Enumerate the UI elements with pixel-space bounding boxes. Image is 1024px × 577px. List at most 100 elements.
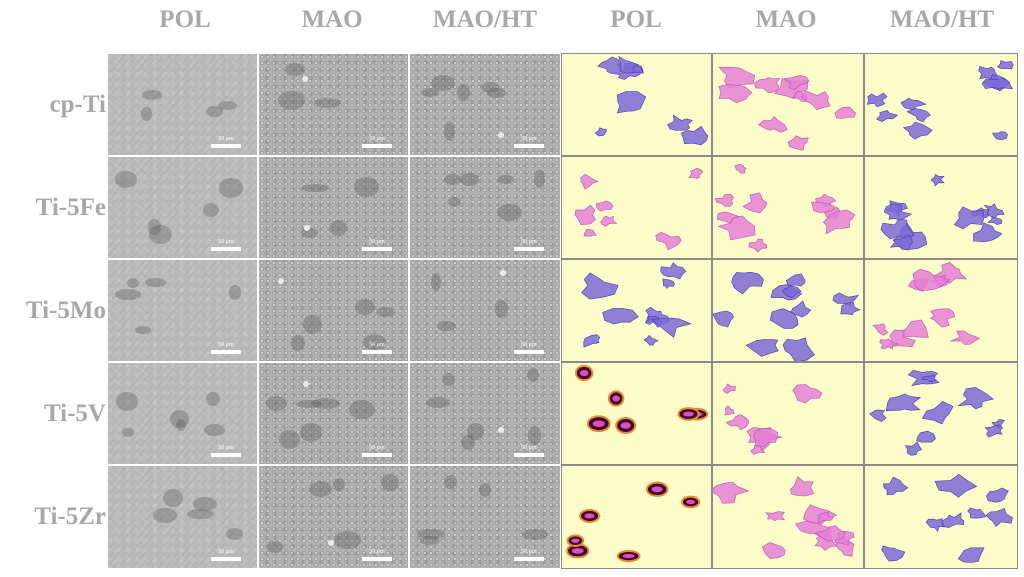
scale-bar-label: 50 μm: [218, 549, 234, 555]
stained-cell: [967, 507, 987, 519]
panel-ti-5mo-col5: [712, 259, 864, 362]
stained-cell: [742, 192, 768, 214]
scale-bar: [362, 453, 392, 457]
stained-cell: [921, 400, 954, 425]
stained-cell: [765, 511, 785, 522]
scale-bar: [514, 350, 544, 354]
stained-cell: [580, 173, 599, 190]
cell-shadow: [443, 121, 456, 141]
stained-cell: [731, 271, 764, 295]
stained-cell: [716, 211, 740, 224]
cell-shadow: [301, 184, 329, 193]
stained-cell: [713, 310, 734, 328]
stained-cell: [748, 238, 768, 253]
cell-shadow: [296, 399, 323, 408]
stained-cell: [745, 339, 779, 357]
stained-cell: [985, 507, 1013, 527]
scale-bar-label: 50 μm: [369, 136, 385, 142]
stained-cell: [650, 317, 692, 338]
stained-cell: [583, 228, 597, 237]
stained-cell: [785, 273, 806, 287]
stained-cell: [881, 545, 906, 562]
stained-cell: [957, 547, 985, 563]
scale-bar: [514, 557, 544, 561]
cell-shadow: [333, 531, 361, 550]
stained-cell: [595, 200, 614, 212]
cell-shadow: [443, 474, 458, 489]
scale-bar-label: 50 μm: [369, 239, 385, 245]
stained-cell: [713, 481, 750, 504]
column-header-2: MAO: [301, 6, 363, 33]
column-header-6: MAO/HT: [889, 6, 995, 33]
cell-shadow: [355, 298, 376, 316]
stained-cell: [787, 135, 809, 151]
cell-shadow: [303, 314, 322, 335]
stained-cell: [594, 127, 607, 137]
cell-shadow: [175, 418, 187, 432]
stained-cell: [902, 319, 929, 338]
stained-cell: [912, 268, 951, 291]
panel-ti-5v-col1: 50 μm: [108, 363, 257, 464]
cell-stain-overlay: [581, 262, 692, 348]
stained-cell: [718, 83, 753, 104]
cell-shadow: [153, 508, 178, 523]
cell-shadow: [170, 409, 190, 429]
stained-cell: [981, 78, 1013, 90]
cell-shadow: [381, 473, 399, 492]
scale-bar-label: 50 μm: [369, 445, 385, 451]
scale-bar-label: 50 μm: [521, 445, 537, 451]
cell-stain-overlay: [872, 262, 980, 350]
panel-ti-5mo-col2: 50 μm: [259, 260, 408, 361]
stained-cell: [925, 518, 945, 532]
cell-shadow: [354, 176, 380, 197]
cell-shadow: [308, 480, 333, 497]
cell-shadow: [205, 105, 224, 118]
stained-cell: [900, 97, 927, 111]
cell-shadow: [487, 87, 506, 99]
cell-shadow: [527, 368, 540, 383]
stained-cell: [754, 77, 781, 94]
stained-cell: [757, 115, 788, 133]
stained-cell: [722, 383, 737, 394]
cell-stain-overlay: [574, 364, 709, 435]
cell-shadow: [186, 508, 214, 520]
stained-cell: [992, 131, 1008, 141]
panel-cp-ti-col4: [561, 53, 712, 156]
cell-shadow: [494, 300, 509, 318]
cell-shadow: [142, 90, 163, 100]
stained-cell: [615, 417, 637, 435]
panel-ti-5v-col2: 50 μm: [259, 363, 408, 464]
panel-ti-5zr-col4: [561, 465, 712, 569]
bright-particle: [304, 224, 311, 231]
stained-cell: [602, 308, 639, 325]
stained-cell: [655, 231, 682, 251]
stained-cell: [889, 234, 913, 251]
cell-shadow: [330, 219, 347, 237]
cell-shadow: [278, 90, 306, 111]
scale-bar: [362, 144, 392, 148]
cell-shadow: [497, 174, 514, 184]
cell-shadow: [149, 224, 172, 245]
stained-cell: [597, 56, 622, 75]
cell-stain-overlay: [880, 173, 1005, 251]
stained-cell: [822, 209, 856, 235]
stained-cell: [717, 215, 756, 241]
stained-cell: [781, 285, 802, 298]
cell-shadow: [116, 392, 138, 412]
scale-bar-label: 50 μm: [521, 136, 537, 142]
stained-cell: [904, 441, 923, 456]
cell-shadow: [114, 171, 137, 188]
stained-cell: [879, 338, 900, 350]
stained-cell: [916, 430, 936, 443]
scale-bar: [211, 144, 241, 148]
stained-cell: [817, 511, 834, 524]
cell-shadow: [135, 325, 151, 335]
bright-particle: [278, 277, 285, 284]
stained-cell: [866, 92, 888, 108]
panel-ti-5zr-col3: 50 μm: [410, 466, 560, 568]
cell-shadow: [362, 333, 387, 351]
scale-bar-label: 50 μm: [218, 342, 234, 348]
cell-shadow: [312, 398, 341, 409]
scale-bar-label: 50 μm: [218, 239, 234, 245]
cell-stain-overlay: [722, 383, 823, 455]
